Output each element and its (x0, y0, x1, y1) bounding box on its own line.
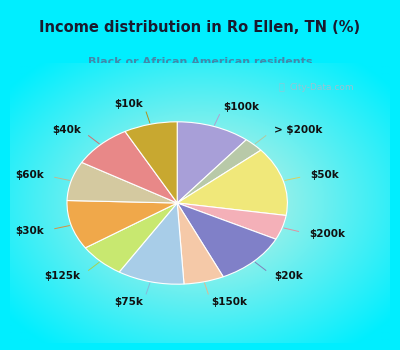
Text: $150k: $150k (211, 297, 247, 307)
Text: 🔍: 🔍 (279, 81, 285, 91)
Text: Income distribution in Ro Ellen, TN (%): Income distribution in Ro Ellen, TN (%) (40, 20, 360, 35)
Wedge shape (177, 203, 276, 277)
Text: $60k: $60k (15, 170, 44, 180)
Wedge shape (82, 132, 177, 203)
Wedge shape (85, 203, 177, 272)
Text: $20k: $20k (274, 271, 302, 281)
Wedge shape (67, 162, 177, 203)
Wedge shape (177, 150, 287, 216)
Text: $50k: $50k (311, 170, 339, 180)
Text: $40k: $40k (52, 125, 81, 135)
Text: $30k: $30k (15, 226, 44, 236)
Wedge shape (119, 203, 184, 284)
Text: $125k: $125k (45, 271, 81, 281)
Text: $75k: $75k (114, 297, 143, 307)
Wedge shape (177, 122, 246, 203)
Text: $200k: $200k (309, 229, 345, 239)
Wedge shape (67, 201, 177, 248)
Wedge shape (177, 203, 286, 239)
Text: City-Data.com: City-Data.com (289, 83, 354, 92)
Text: $100k: $100k (223, 102, 259, 112)
Wedge shape (125, 122, 177, 203)
Wedge shape (177, 203, 223, 284)
Wedge shape (177, 140, 261, 203)
Text: $10k: $10k (115, 99, 143, 109)
Text: Black or African American residents: Black or African American residents (88, 57, 312, 68)
Text: > $200k: > $200k (274, 125, 322, 135)
